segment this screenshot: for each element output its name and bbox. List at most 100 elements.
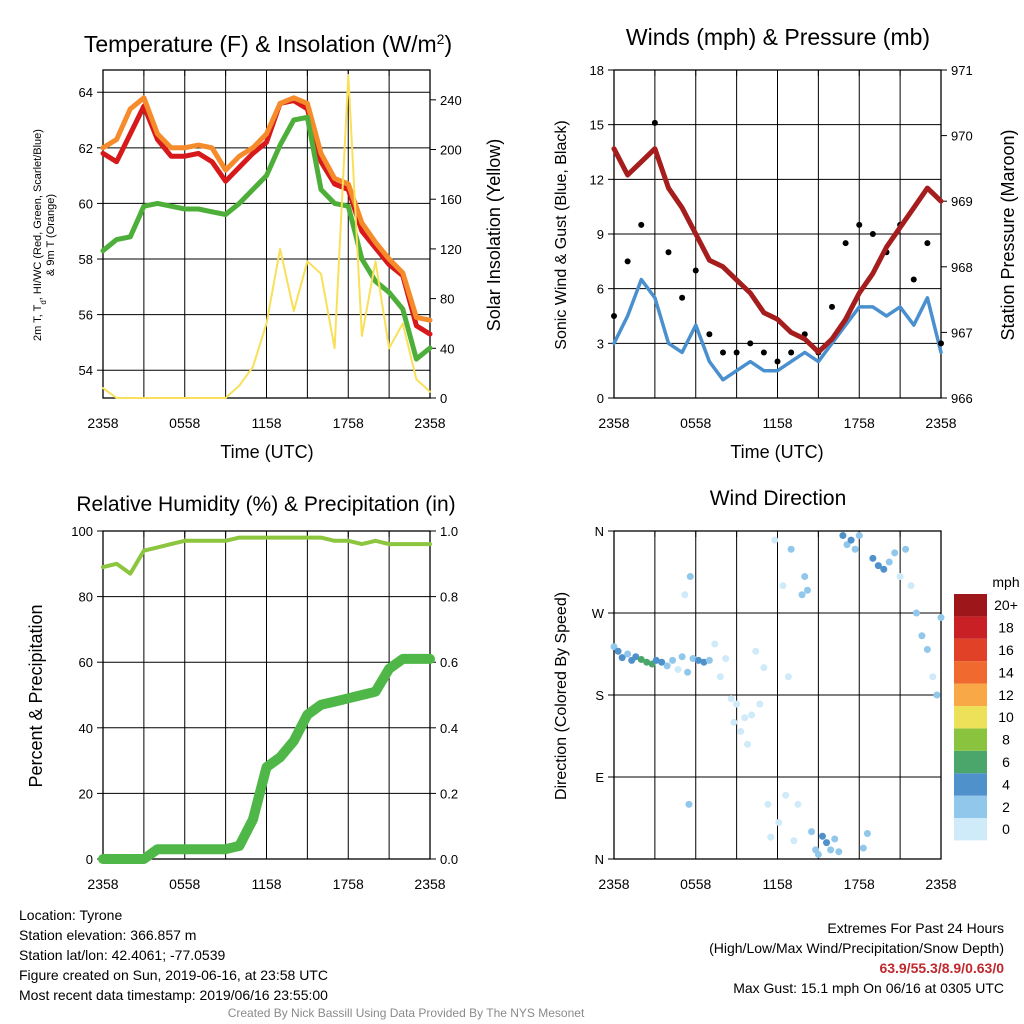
y2-tick-label: 970	[951, 129, 973, 144]
colorbar-swatch	[954, 661, 987, 684]
direction-point	[794, 800, 802, 808]
winds-panel: Winds (mph) & Pressure (mb) Sonic Wind &…	[553, 24, 1018, 462]
y-tick-label: 40	[79, 721, 93, 736]
x-tick-label: 2358	[598, 876, 629, 892]
colorbar-label: 6	[1002, 754, 1010, 770]
x-tick-label: 1158	[251, 415, 281, 431]
station-location: Location: Tyrone	[19, 907, 123, 923]
y2-tick-label: 1.0	[440, 524, 458, 539]
y2-tick-label: 0	[440, 391, 447, 406]
y2-tick-label: 120	[440, 242, 462, 257]
temperature-panel: Temperature (F) & Insolation (W/m2) 2m T…	[32, 31, 504, 462]
gust-point	[679, 294, 686, 301]
x-tick-label: 1158	[762, 876, 792, 892]
y-tick-label: 0	[86, 852, 93, 867]
extremes-subtitle: (High/Low/Max Wind/Precipitation/Snow De…	[709, 940, 1004, 956]
gust-point	[747, 340, 754, 347]
y-tick-label: 60	[79, 655, 93, 670]
gust-point	[829, 303, 835, 310]
station-pressure-line	[611, 146, 944, 355]
direction-point	[801, 573, 809, 581]
direction-point	[722, 655, 730, 663]
y2-tick-label: 0.6	[440, 655, 458, 670]
extremes-title: Extremes For Past 24 Hours	[827, 920, 1004, 936]
direction-point	[823, 839, 831, 847]
y-tick-label: 18	[590, 63, 604, 78]
direction-point	[787, 545, 795, 553]
gust-point	[624, 258, 631, 265]
y-tick-label: N	[595, 524, 604, 539]
direction-point	[637, 655, 645, 663]
gust-point	[706, 331, 713, 338]
direction-point	[775, 819, 783, 827]
y2-tick-label: 0.0	[440, 852, 458, 867]
direction-point	[912, 609, 920, 617]
sonic-wind-line	[612, 277, 943, 382]
direction-panel: Wind Direction Direction (Colored By Spe…	[553, 487, 1020, 892]
direction-point	[818, 832, 826, 840]
x-tick-label: 1158	[762, 415, 792, 431]
colorbar-label: 4	[1002, 776, 1010, 792]
plot-frame	[102, 530, 431, 860]
humidity-ylabel: Percent & Precipitation	[26, 604, 46, 787]
y-tick-label: 58	[79, 252, 93, 267]
station-latlon: Station lat/lon: 42.4061; -77.0539	[19, 947, 226, 963]
y-tick-label: 9	[597, 227, 604, 242]
direction-ylabel: Direction (Colored By Speed)	[553, 592, 570, 800]
direction-point	[684, 668, 692, 676]
direction-point	[658, 658, 666, 666]
direction-point	[907, 582, 915, 590]
figure-created: Figure created on Sun, 2019-06-16, at 23…	[19, 967, 328, 983]
direction-point	[827, 846, 835, 854]
direction-point	[902, 545, 910, 553]
y-tick-label: 100	[71, 524, 93, 539]
direction-point	[798, 591, 806, 599]
winds-title: Winds (mph) & Pressure (mb)	[626, 24, 930, 50]
direction-point	[756, 700, 764, 708]
colorbar-swatch	[954, 750, 987, 774]
colorbar-swatch	[954, 594, 987, 617]
direction-point	[760, 664, 768, 672]
colorbar-swatch	[954, 638, 987, 662]
x-tick-label: 2358	[414, 876, 445, 892]
temperature-xlabel: Time (UTC)	[220, 442, 313, 462]
gust-point	[611, 313, 617, 319]
direction-point	[685, 800, 693, 808]
gust-point	[856, 221, 863, 228]
x-tick-label: 0558	[680, 415, 711, 431]
y-tick-label: 60	[79, 196, 93, 211]
gust-point	[733, 349, 740, 356]
direction-point	[790, 837, 798, 845]
y-tick-label: 64	[79, 85, 93, 100]
gust-point	[938, 340, 944, 347]
colorbar-swatch	[954, 818, 987, 841]
direction-title: Wind Direction	[710, 487, 847, 510]
station-elevation: Station elevation: 366.857 m	[19, 927, 197, 943]
direction-point	[779, 582, 787, 590]
y-tick-label: E	[595, 770, 604, 785]
direction-point	[674, 665, 682, 673]
y2-tick-label: 160	[440, 192, 462, 207]
direction-point	[929, 673, 937, 681]
y-tick-label: 20	[79, 786, 93, 801]
direction-point	[869, 554, 877, 562]
direction-point	[727, 695, 735, 703]
gust-point	[665, 249, 672, 256]
x-tick-label: 1758	[844, 415, 875, 431]
y2-tick-label: 40	[440, 341, 454, 356]
y-tick-label: 15	[590, 118, 604, 133]
colorbar-label: 12	[998, 687, 1014, 703]
direction-point	[711, 640, 719, 648]
y2-tick-label: 966	[951, 391, 973, 406]
direction-point	[803, 586, 811, 594]
direction-point	[730, 718, 738, 726]
temperature-ylabel-2: & 9m T (Orange)	[45, 194, 57, 276]
direction-point	[880, 565, 888, 573]
direction-point	[748, 711, 756, 719]
y2-tick-label: 80	[440, 292, 454, 307]
y-tick-label: 80	[79, 590, 93, 605]
direction-point	[831, 835, 839, 843]
direction-point	[686, 573, 694, 581]
x-tick-label: 1758	[333, 415, 364, 431]
direction-point	[733, 700, 741, 708]
